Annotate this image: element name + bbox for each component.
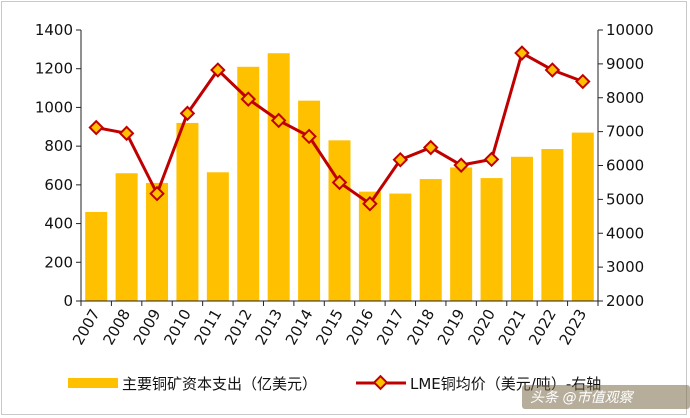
x-tick-label: 2017 (373, 306, 408, 348)
bar-2017 (389, 193, 412, 301)
legend-bar-label: 主要铜矿资本支出（亿美元） (122, 375, 317, 393)
price-marker-2014 (301, 128, 317, 145)
price-marker-2016 (362, 196, 378, 212)
price-marker-2023 (575, 73, 591, 90)
left-tick-label: 800 (44, 137, 73, 155)
left-tick-label: 0 (63, 292, 73, 310)
price-marker-2013 (270, 112, 287, 129)
watermark-text: 头条 @市值观察 (530, 390, 634, 406)
price-marker-2022 (544, 62, 561, 78)
bar-2012 (237, 66, 260, 302)
bar-2010 (176, 122, 199, 302)
left-tick-label: 600 (44, 176, 73, 194)
bar-2007 (85, 211, 108, 301)
left-tick-label: 200 (44, 253, 73, 271)
right-tick-label: 8000 (606, 89, 644, 107)
price-marker-2019 (453, 157, 469, 173)
bar-2011 (206, 172, 229, 301)
left-tick-label: 1000 (35, 98, 73, 116)
right-tick-label: 4000 (606, 224, 644, 242)
x-tick-label: 2008 (99, 306, 134, 348)
price-marker-2012 (240, 91, 257, 107)
right-tick-label: 3000 (606, 258, 644, 276)
legend-bar-swatch (68, 378, 118, 388)
bar-2008 (115, 173, 138, 301)
x-tick-label: 2007 (69, 306, 104, 348)
price-marker-2008 (118, 125, 135, 142)
right-tick-label: 6000 (606, 157, 644, 175)
x-tick-label: 2015 (312, 306, 347, 348)
bar-2023 (571, 132, 594, 301)
price-marker-2010 (179, 105, 196, 122)
legend: 主要铜矿资本支出（亿美元） LME铜均价（美元/吨）-右轴 (68, 374, 601, 393)
watermark-bg (522, 385, 690, 409)
x-tick-label: 2011 (191, 306, 226, 348)
x-tick-label: 2023 (556, 306, 591, 348)
legend-line-marker (372, 374, 389, 391)
bars-layer (85, 53, 594, 302)
right-tick-label: 10000 (606, 21, 654, 39)
line-layer (88, 45, 591, 212)
watermark: 头条 @市值观察 (522, 385, 690, 409)
x-tick-label: 2009 (130, 306, 165, 348)
bar-2021 (510, 156, 533, 301)
x-tick-label: 2022 (525, 306, 560, 348)
bar-2020 (480, 178, 503, 301)
x-tick-label: 2021 (495, 306, 530, 348)
price-marker-2021 (514, 45, 530, 61)
x-tick-label: 2012 (221, 306, 256, 348)
x-tick-label: 2019 (434, 306, 469, 348)
bar-2019 (450, 167, 473, 301)
left-tick-label: 1200 (35, 60, 73, 78)
bar-2015 (328, 140, 351, 301)
right-tick-label: 2000 (606, 292, 644, 310)
price-marker-2007 (88, 119, 104, 136)
bar-2014 (298, 100, 321, 302)
left-tick-label: 1400 (35, 21, 73, 39)
right-tick-label: 7000 (606, 123, 644, 141)
right-tick-label: 9000 (606, 55, 644, 73)
right-tick-label: 5000 (606, 190, 644, 208)
price-marker-2011 (210, 62, 226, 78)
price-marker-2017 (392, 151, 409, 168)
x-tick-label: 2013 (251, 306, 286, 348)
price-marker-2020 (483, 151, 500, 168)
x-tick-label: 2018 (404, 306, 439, 348)
bar-2022 (541, 149, 564, 301)
left-tick-label: 400 (44, 215, 73, 233)
bar-2016 (358, 191, 381, 301)
x-tick-label: 2014 (282, 306, 317, 348)
price-marker-2009 (149, 185, 165, 202)
price-marker-2018 (422, 139, 439, 156)
x-tick-label: 2020 (464, 306, 499, 348)
bar-2018 (419, 179, 442, 301)
x-tick-label: 2010 (160, 306, 195, 348)
bar-2013 (267, 53, 290, 301)
x-tick-label: 2016 (343, 306, 378, 348)
bar-2009 (146, 182, 169, 301)
price-marker-2015 (331, 174, 348, 191)
